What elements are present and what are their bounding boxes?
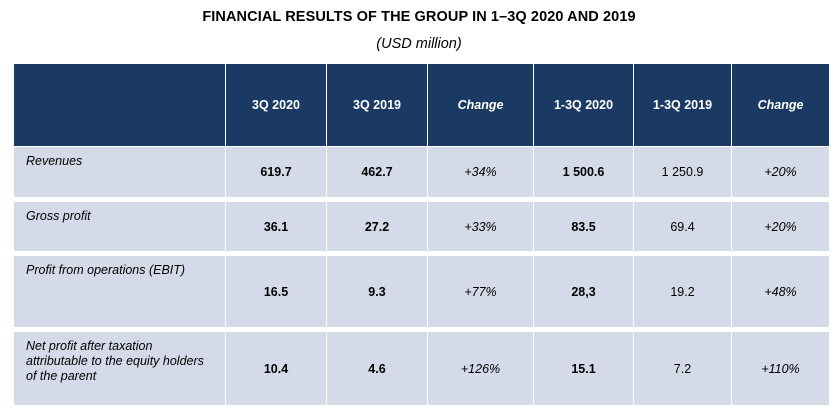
table-cell: 27.2 (326, 199, 428, 256)
table-cell: 36.1 (225, 199, 327, 256)
row-label: Profit from operations (EBIT) (13, 253, 226, 332)
row-label: Net profit after taxation attributable t… (13, 329, 226, 410)
table-row: Profit from operations (EBIT) 16.5 9.3 +… (13, 253, 830, 332)
table-cell: 7.2 (633, 329, 732, 410)
table-cell: 1 250.9 (633, 146, 732, 202)
table-cell: 4.6 (326, 329, 428, 410)
table-cell: 619.7 (225, 146, 327, 202)
table-cell: +110% (731, 329, 830, 410)
row-label: Revenues (13, 146, 226, 202)
table-cell: +34% (427, 146, 534, 202)
table-cell: 28,3 (533, 253, 634, 332)
table-cell: 83.5 (533, 199, 634, 256)
table-cell: +20% (731, 146, 830, 202)
table-cell: +33% (427, 199, 534, 256)
table-row: Revenues 619.7 462.7 +34% 1 500.6 1 250.… (13, 146, 830, 202)
table-cell: 10.4 (225, 329, 327, 410)
header-cell-change-ytd: Change (731, 64, 830, 147)
table-row: Gross profit 36.1 27.2 +33% 83.5 69.4 +2… (13, 199, 830, 256)
table-cell: 1 500.6 (533, 146, 634, 202)
table-cell: 462.7 (326, 146, 428, 202)
table-cell: 69.4 (633, 199, 732, 256)
financial-results-table: 3Q 2020 3Q 2019 Change 1-3Q 2020 1-3Q 20… (13, 64, 830, 410)
header-cell-3q-2020: 3Q 2020 (225, 64, 327, 147)
table-row: Net profit after taxation attributable t… (13, 329, 830, 410)
table-cell: 19.2 (633, 253, 732, 332)
row-label: Gross profit (13, 199, 226, 256)
table-cell: 15.1 (533, 329, 634, 410)
table-cell: +77% (427, 253, 534, 332)
table-cell: 16.5 (225, 253, 327, 332)
header-cell-change-quarter: Change (427, 64, 534, 147)
header-cell-label (13, 64, 226, 147)
table-cell: +20% (731, 199, 830, 256)
units-subtitle: (USD million) (376, 36, 462, 52)
header-cell-1-3q-2020: 1-3Q 2020 (533, 64, 634, 147)
header-cell-1-3q-2019: 1-3Q 2019 (633, 64, 732, 147)
table-header-row: 3Q 2020 3Q 2019 Change 1-3Q 2020 1-3Q 20… (13, 64, 830, 147)
table-cell: +126% (427, 329, 534, 410)
header-cell-3q-2019: 3Q 2019 (326, 64, 428, 147)
table-cell: 9.3 (326, 253, 428, 332)
table-cell: +48% (731, 253, 830, 332)
page-title: FINANCIAL RESULTS OF THE GROUP IN 1–3Q 2… (202, 9, 636, 25)
